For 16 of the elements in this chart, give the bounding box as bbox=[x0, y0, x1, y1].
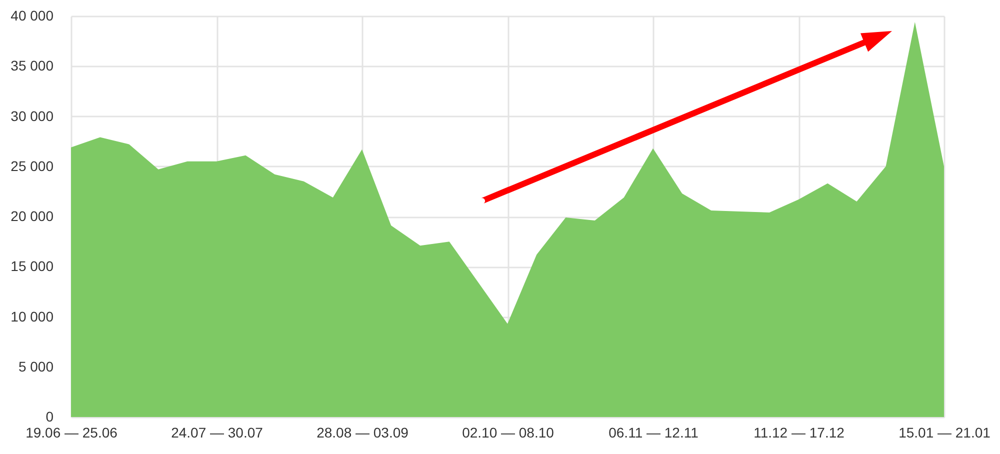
y-tick-label: 35 000 bbox=[10, 58, 54, 74]
y-tick-label: 5 000 bbox=[18, 358, 54, 374]
x-tick-label: 19.06 — 25.06 bbox=[26, 424, 118, 440]
y-tick-label: 40 000 bbox=[10, 8, 54, 24]
x-tick-label: 15.01 — 21.01 bbox=[898, 424, 991, 440]
y-tick-label: 20 000 bbox=[10, 208, 54, 224]
x-tick-label: 24.07 — 30.07 bbox=[171, 424, 264, 440]
y-tick-label: 15 000 bbox=[10, 258, 54, 274]
y-tick-label: 25 000 bbox=[10, 158, 54, 174]
y-tick-label: 30 000 bbox=[10, 108, 54, 124]
x-tick-label: 06.11 — 12.11 bbox=[608, 424, 699, 440]
x-tick-label: 28.08 — 03.09 bbox=[316, 424, 409, 440]
x-tick-label: 02.10 — 08.10 bbox=[462, 424, 554, 440]
y-tick-label: 0 bbox=[46, 408, 54, 424]
y-tick-label: 10 000 bbox=[10, 308, 54, 324]
x-tick-label: 11.12 — 17.12 bbox=[754, 424, 845, 440]
